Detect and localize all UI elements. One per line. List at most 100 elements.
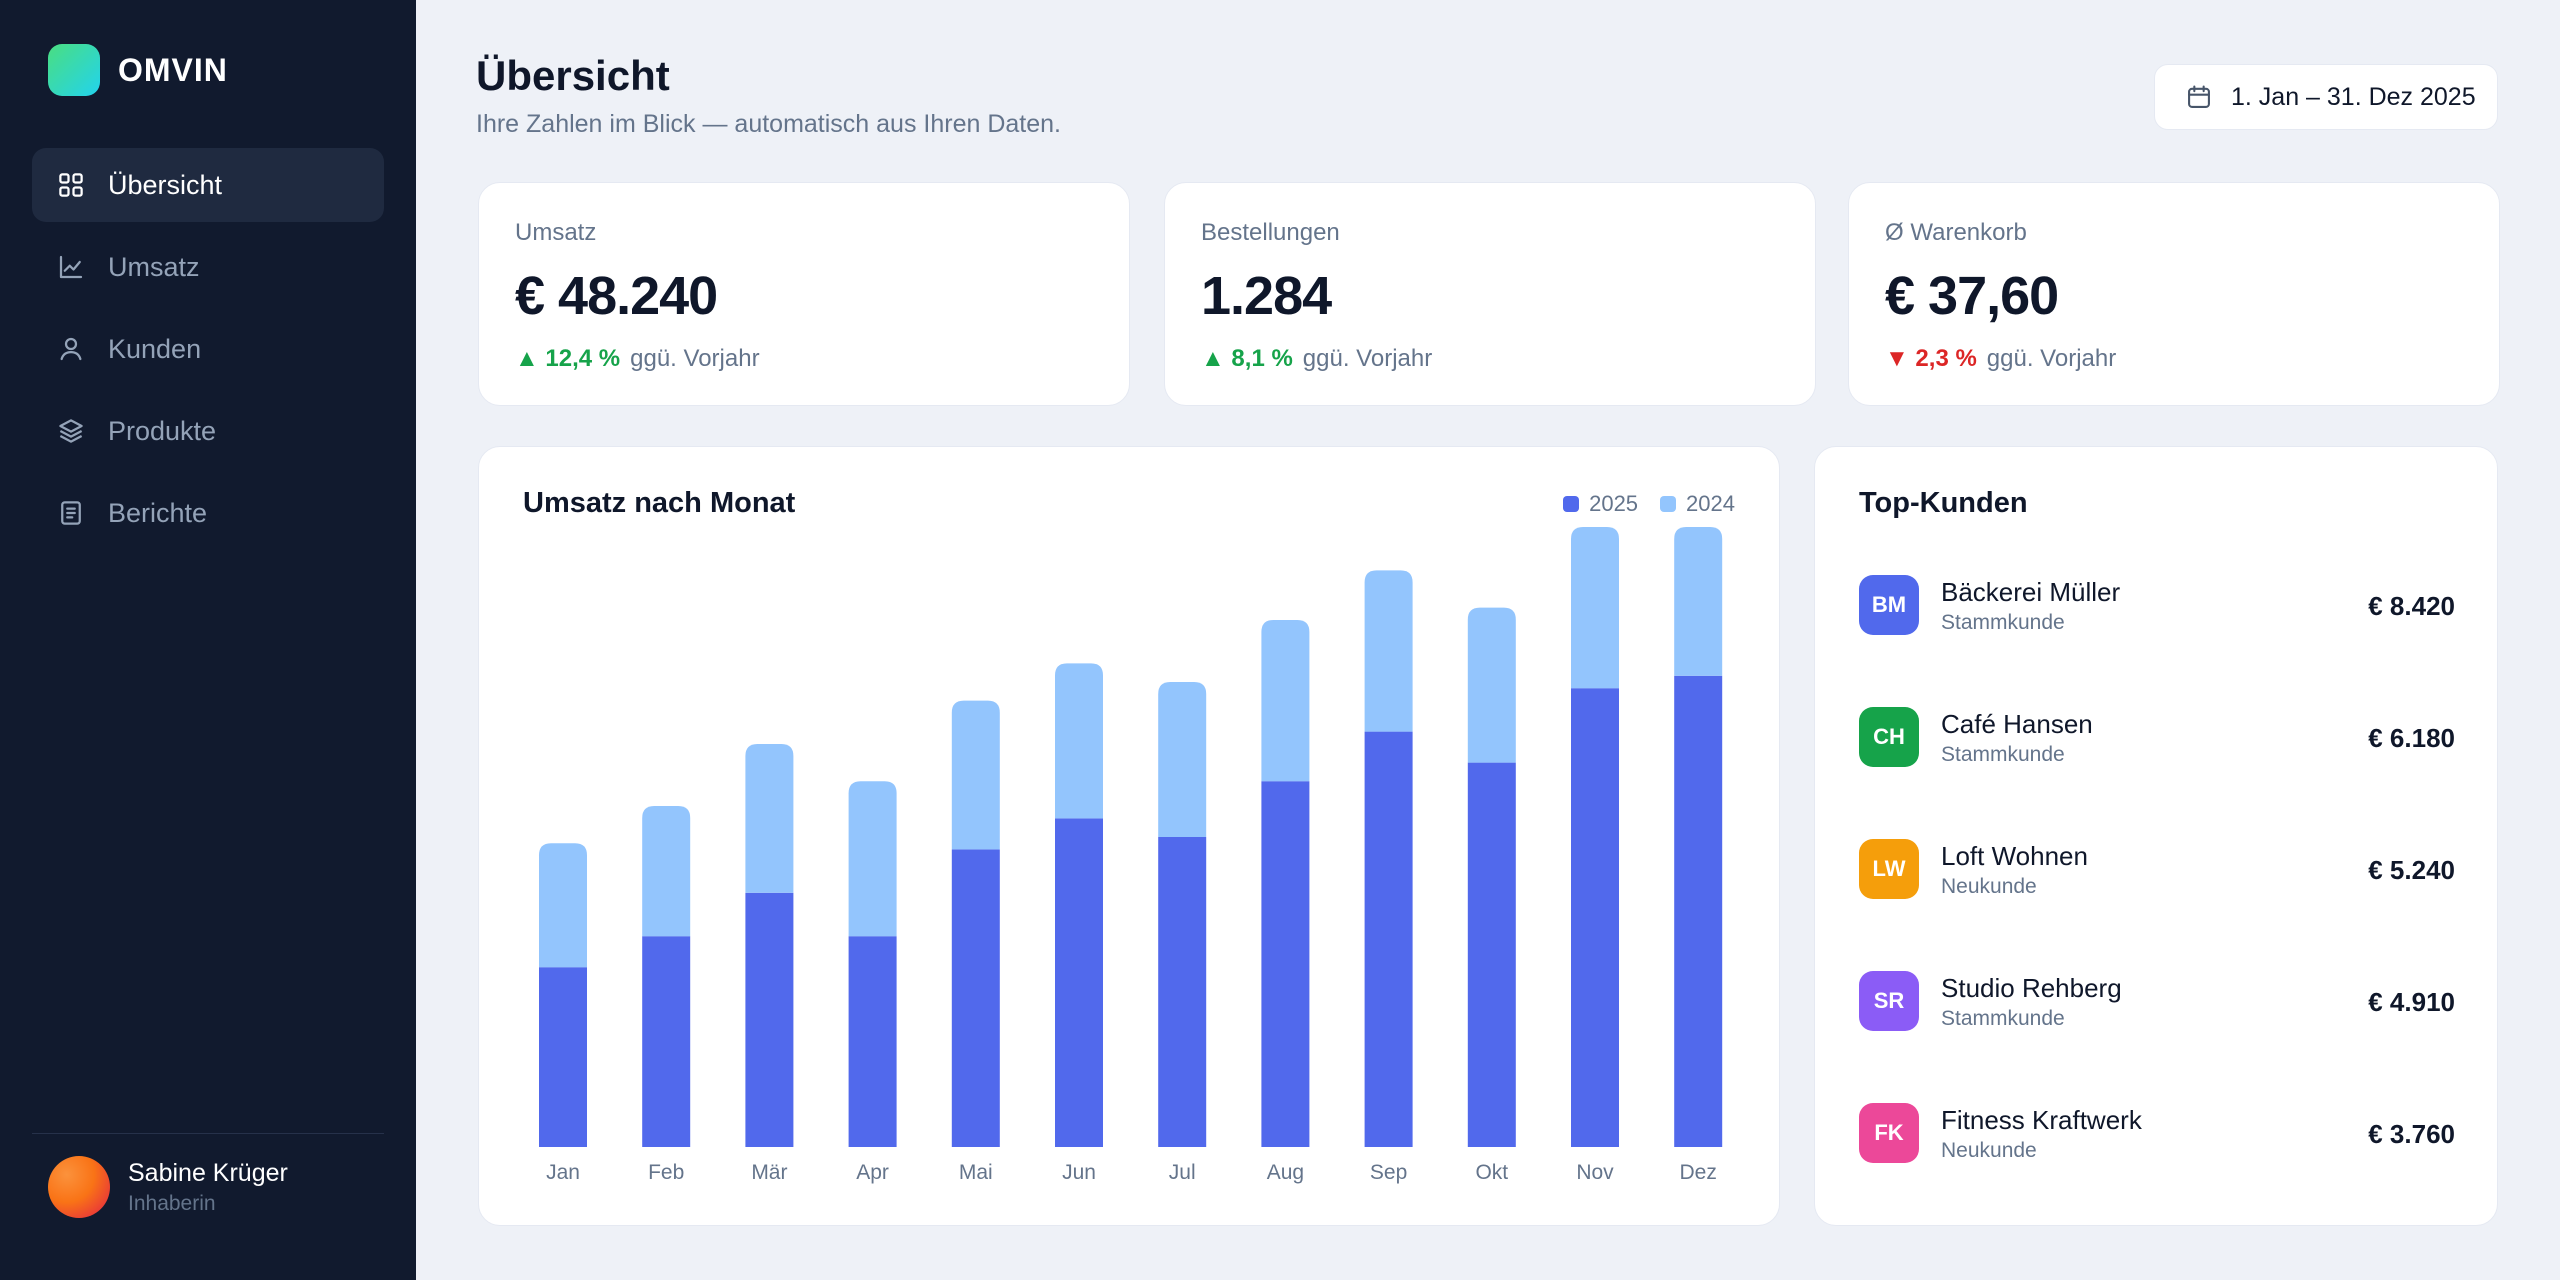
customer-info: Bäckerei Müller Stammkunde bbox=[1941, 577, 2368, 635]
bar-2025-Mai[interactable] bbox=[951, 849, 1000, 1147]
sidebar-item-berichte[interactable]: Berichte bbox=[32, 476, 384, 550]
x-tick-label: Sep bbox=[1370, 1161, 1407, 1184]
avatar bbox=[48, 1156, 110, 1218]
customer-type: Neukunde bbox=[1941, 1139, 2037, 1162]
bar-2025-Nov[interactable] bbox=[1571, 688, 1619, 1147]
bar-2025-Apr[interactable] bbox=[848, 936, 897, 1147]
bar-2024-Mai[interactable] bbox=[951, 700, 1000, 850]
bar-2025-Okt[interactable] bbox=[1467, 762, 1516, 1147]
x-tick-label: Feb bbox=[648, 1161, 684, 1184]
sidebar-item-uebersicht[interactable]: Übersicht bbox=[32, 148, 384, 222]
x-tick-label: Nov bbox=[1576, 1161, 1614, 1184]
customer-info: Fitness Kraftwerk Neukunde bbox=[1941, 1105, 2368, 1163]
bar-2025-Jun[interactable] bbox=[1055, 818, 1103, 1147]
top-customers-card: Top-Kunden BM Bäckerei Müller Stammkunde… bbox=[1814, 446, 2498, 1226]
bar-2024-Jul[interactable] bbox=[1158, 682, 1207, 837]
kpi-delta: ▼ 2,3 % bbox=[1885, 345, 1977, 372]
kpi-delta: ▲ 8,1 % bbox=[1201, 345, 1293, 372]
customer-info: Loft Wohnen Neukunde bbox=[1941, 841, 2368, 899]
customer-amount: € 3.760 bbox=[2368, 1119, 2455, 1149]
customer-avatar: FK bbox=[1859, 1103, 1919, 1163]
bar-2025-Sep[interactable] bbox=[1364, 731, 1413, 1147]
customer-type: Stammkunde bbox=[1941, 611, 2065, 634]
kpi-label: Bestellungen bbox=[1201, 219, 1340, 246]
bar-2024-Mär[interactable] bbox=[745, 744, 794, 893]
x-tick-label: Apr bbox=[856, 1161, 889, 1184]
bar-2024-Nov[interactable] bbox=[1571, 527, 1619, 689]
layers-icon bbox=[56, 416, 86, 446]
user-role: Inhaberin bbox=[128, 1191, 216, 1215]
date-range-picker[interactable]: 1. Jan – 31. Dez 2025 bbox=[2154, 64, 2498, 130]
kpi-change: ▲ 8,1 % ggü. Vorjahr bbox=[1201, 345, 1815, 373]
kpi-delta: ▲ 12,4 % bbox=[515, 345, 621, 372]
sidebar-item-label: Umsatz bbox=[108, 251, 200, 282]
date-range-label: 1. Jan – 31. Dez 2025 bbox=[2231, 82, 2476, 111]
customer-amount: € 4.910 bbox=[2368, 987, 2455, 1017]
user-icon bbox=[56, 334, 86, 364]
user-info: Sabine Krüger Inhaberin bbox=[128, 1159, 288, 1216]
x-tick-label: Jul bbox=[1169, 1161, 1196, 1184]
x-tick-label: Jan bbox=[546, 1161, 580, 1184]
sidebar-item-label: Produkte bbox=[108, 415, 217, 446]
bar-2025-Jan[interactable] bbox=[539, 967, 587, 1147]
legend-label: 2024 bbox=[1686, 491, 1735, 516]
page-title: Übersicht bbox=[476, 52, 670, 99]
legend-item-2024[interactable]: 2024 bbox=[1660, 491, 1735, 517]
bar-2025-Aug[interactable] bbox=[1261, 781, 1310, 1147]
bar-2024-Okt[interactable] bbox=[1467, 607, 1516, 763]
bar-2024-Feb[interactable] bbox=[642, 806, 691, 937]
bar-2025-Feb[interactable] bbox=[642, 936, 691, 1147]
customer-name: Studio Rehberg bbox=[1941, 973, 2122, 1003]
bar-2025-Dez[interactable] bbox=[1674, 675, 1723, 1147]
customer-info: Studio Rehberg Stammkunde bbox=[1941, 973, 2368, 1031]
customer-avatar: BM bbox=[1859, 575, 1919, 635]
bar-2024-Sep[interactable] bbox=[1364, 570, 1413, 732]
list-item[interactable]: CH Café Hansen Stammkunde € 6.180 bbox=[1859, 707, 2455, 839]
grid-icon bbox=[56, 170, 86, 200]
top-customers-title: Top-Kunden bbox=[1859, 487, 2028, 519]
sidebar: OMVIN Übersicht Umsatz bbox=[0, 0, 416, 1280]
sidebar-item-label: Übersicht bbox=[108, 169, 223, 200]
customer-type: Stammkunde bbox=[1941, 1007, 2065, 1030]
brand[interactable]: OMVIN bbox=[48, 44, 228, 96]
chart-title: Umsatz nach Monat bbox=[523, 487, 796, 519]
bar-2024-Apr[interactable] bbox=[848, 781, 897, 937]
bar-2025-Mär[interactable] bbox=[745, 892, 794, 1147]
bar-2024-Dez[interactable] bbox=[1674, 527, 1723, 676]
customer-avatar: LW bbox=[1859, 839, 1919, 899]
customer-list: BM Bäckerei Müller Stammkunde € 8.420 CH… bbox=[1859, 575, 2455, 1235]
user-profile[interactable]: Sabine Krüger Inhaberin bbox=[48, 1156, 288, 1218]
bar-2025-Jul[interactable] bbox=[1158, 837, 1207, 1147]
sidebar-item-label: Kunden bbox=[108, 333, 202, 364]
kpi-card-warenkorb: Ø Warenkorb € 37,60 ▼ 2,3 % ggü. Vorjahr bbox=[1848, 182, 2500, 406]
chart-line-icon bbox=[56, 252, 86, 282]
list-item[interactable]: LW Loft Wohnen Neukunde € 5.240 bbox=[1859, 839, 2455, 971]
sidebar-item-kunden[interactable]: Kunden bbox=[32, 312, 384, 386]
sidebar-nav: Übersicht Umsatz Kunden bbox=[32, 148, 384, 558]
customer-amount: € 5.240 bbox=[2368, 855, 2455, 885]
bar-2024-Aug[interactable] bbox=[1261, 620, 1310, 782]
user-name: Sabine Krüger bbox=[128, 1158, 288, 1187]
customer-info: Café Hansen Stammkunde bbox=[1941, 709, 2368, 767]
kpi-value: 1.284 bbox=[1201, 266, 1332, 326]
brand-logo bbox=[48, 44, 100, 96]
customer-name: Café Hansen bbox=[1941, 709, 2093, 739]
x-tick-label: Okt bbox=[1475, 1161, 1508, 1184]
revenue-bar-chart: Jan Feb Mär Apr Mai Jun Jul Aug Sep Okt Nov Dez bbox=[539, 527, 1723, 1184]
bar-2024-Jun[interactable] bbox=[1055, 663, 1103, 819]
sidebar-item-produkte[interactable]: Produkte bbox=[32, 394, 384, 468]
x-tick-label: Dez bbox=[1680, 1161, 1717, 1184]
legend-item-2025[interactable]: 2025 bbox=[1563, 491, 1638, 517]
list-item[interactable]: BM Bäckerei Müller Stammkunde € 8.420 bbox=[1859, 575, 2455, 707]
bar-2024-Jan[interactable] bbox=[539, 843, 587, 968]
legend-label: 2025 bbox=[1589, 491, 1639, 516]
sidebar-item-label: Berichte bbox=[108, 497, 208, 528]
kpi-value: € 48.240 bbox=[515, 266, 718, 326]
sidebar-item-umsatz[interactable]: Umsatz bbox=[32, 230, 384, 304]
customer-amount: € 6.180 bbox=[2368, 723, 2455, 753]
customer-avatar: SR bbox=[1859, 971, 1919, 1031]
customer-avatar: CH bbox=[1859, 707, 1919, 767]
list-item[interactable]: SR Studio Rehberg Stammkunde € 4.910 bbox=[1859, 971, 2455, 1103]
kpi-label: Ø Warenkorb bbox=[1885, 219, 2027, 246]
list-item[interactable]: FK Fitness Kraftwerk Neukunde € 3.760 bbox=[1859, 1103, 2455, 1235]
